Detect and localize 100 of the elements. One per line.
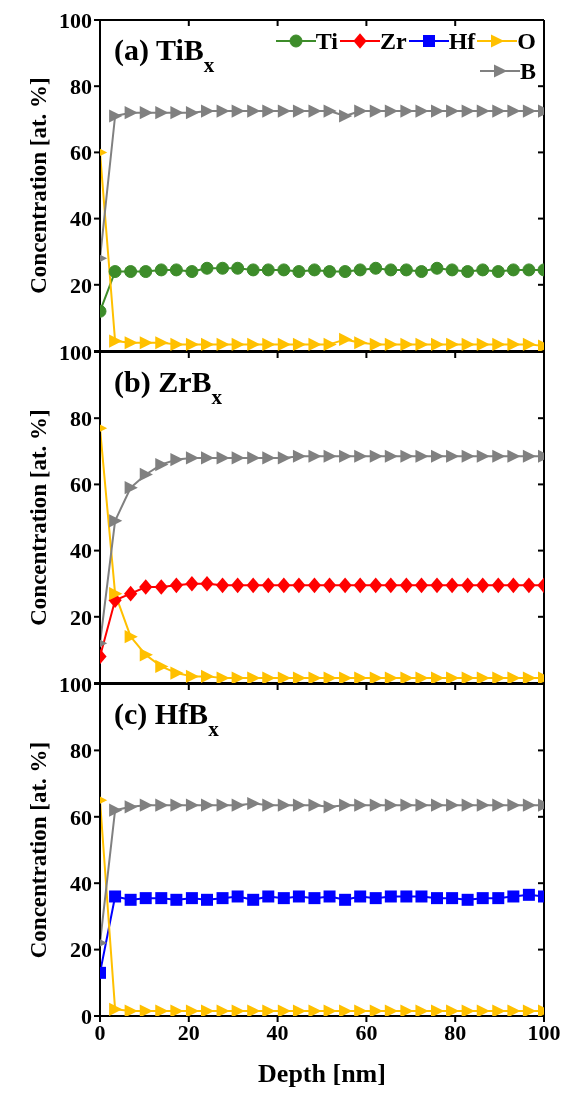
point — [322, 577, 337, 594]
point — [247, 796, 261, 811]
y-tick-label: 80 — [70, 74, 92, 100]
point — [384, 798, 399, 812]
point — [400, 890, 413, 903]
point — [476, 892, 489, 905]
point — [384, 577, 398, 594]
point — [170, 106, 184, 120]
point — [277, 337, 292, 351]
point — [216, 798, 230, 812]
point — [231, 451, 245, 465]
point — [246, 577, 260, 594]
point — [262, 798, 276, 812]
point — [323, 671, 337, 683]
point — [369, 892, 382, 905]
point — [185, 337, 200, 351]
point — [461, 577, 475, 594]
point — [369, 449, 383, 463]
point — [308, 671, 322, 683]
point — [155, 336, 169, 350]
point — [308, 104, 322, 118]
point — [231, 577, 245, 594]
point — [200, 261, 214, 275]
point — [476, 104, 490, 118]
point — [216, 337, 230, 351]
point — [400, 449, 414, 463]
point — [415, 337, 429, 351]
point — [323, 1004, 337, 1016]
point — [339, 332, 353, 347]
point — [323, 800, 337, 814]
point — [292, 337, 307, 351]
point — [506, 263, 520, 277]
point — [231, 890, 244, 903]
point — [507, 671, 521, 683]
point — [139, 798, 153, 812]
point — [277, 892, 290, 905]
point — [430, 261, 444, 275]
point — [216, 104, 230, 118]
point — [323, 104, 337, 118]
point — [292, 798, 307, 812]
point — [353, 263, 367, 277]
point — [431, 337, 445, 351]
point — [415, 890, 428, 903]
point — [216, 892, 229, 905]
point — [339, 798, 353, 812]
point — [446, 449, 460, 463]
point — [108, 265, 122, 279]
point — [491, 577, 505, 594]
x-tick-label: 80 — [444, 1019, 467, 1045]
point — [292, 449, 307, 463]
point — [522, 577, 536, 594]
point — [109, 803, 123, 817]
point — [246, 263, 260, 277]
point — [384, 263, 398, 277]
point — [338, 265, 352, 279]
point — [216, 261, 230, 275]
point — [323, 265, 337, 279]
point — [415, 449, 429, 463]
point — [277, 451, 292, 465]
point — [414, 577, 429, 594]
point — [231, 798, 245, 812]
point — [215, 577, 230, 594]
point — [247, 893, 260, 906]
x-tick-label: 100 — [527, 1019, 561, 1045]
point — [384, 337, 399, 351]
point — [185, 106, 200, 120]
y-tick-label: 20 — [70, 272, 92, 298]
point — [155, 659, 169, 674]
point — [461, 337, 475, 351]
y-tick-label: 80 — [70, 738, 92, 764]
point — [399, 577, 413, 594]
point — [492, 1004, 506, 1016]
y-tick-label: 20 — [70, 604, 92, 630]
point — [384, 449, 399, 463]
point — [339, 893, 352, 906]
point — [461, 893, 474, 906]
legend-label: Hf — [448, 27, 476, 56]
point — [506, 577, 520, 594]
point — [155, 892, 168, 905]
y-axis-title: Concentration [at. %] — [26, 741, 52, 959]
point — [201, 337, 215, 351]
x-tick-label: 40 — [266, 1019, 289, 1045]
point — [169, 577, 183, 594]
point — [400, 1004, 414, 1016]
point — [262, 890, 275, 903]
point — [231, 104, 245, 118]
point — [476, 671, 490, 683]
point — [139, 1004, 153, 1016]
point — [431, 892, 443, 905]
point — [461, 1004, 475, 1016]
point — [339, 671, 353, 683]
point — [461, 671, 475, 683]
point — [154, 579, 168, 595]
point — [446, 337, 460, 351]
point — [170, 893, 183, 906]
point — [201, 798, 215, 812]
point — [247, 671, 261, 683]
point — [231, 1004, 245, 1016]
point — [415, 104, 429, 118]
point — [261, 577, 275, 594]
